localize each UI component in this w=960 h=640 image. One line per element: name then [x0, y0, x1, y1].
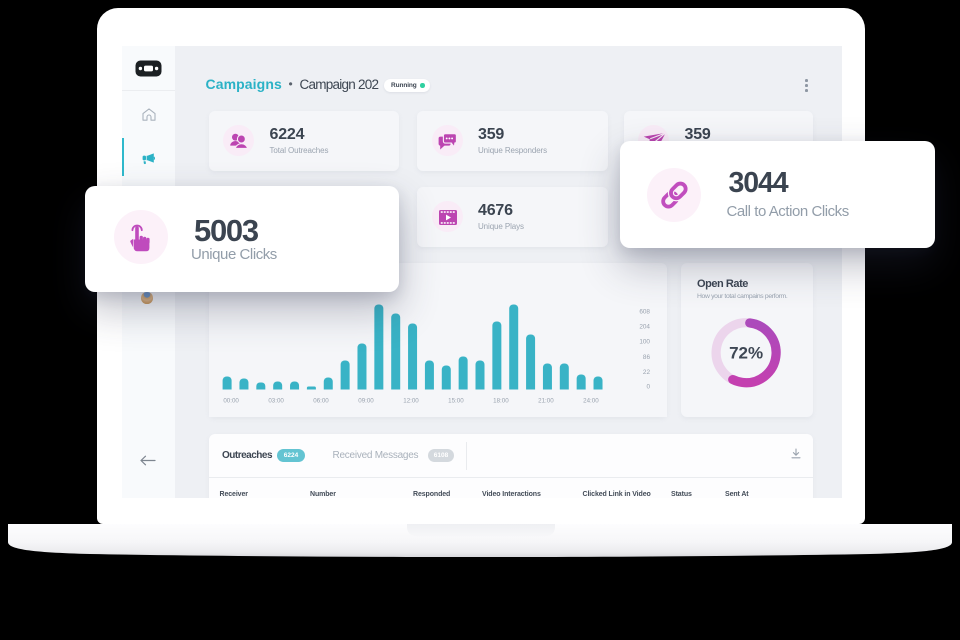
svg-text:86: 86 [643, 354, 651, 361]
svg-text:0: 0 [646, 383, 650, 390]
svg-text:21:00: 21:00 [538, 398, 554, 405]
svg-text:03:00: 03:00 [268, 398, 284, 405]
svg-text:09:00: 09:00 [358, 398, 374, 405]
svg-text:12:00: 12:00 [403, 398, 419, 405]
svg-text:15:00: 15:00 [448, 398, 464, 405]
svg-text:608: 608 [639, 309, 650, 316]
svg-text:24:00: 24:00 [583, 398, 599, 405]
svg-text:22: 22 [643, 369, 651, 376]
svg-text:00:00: 00:00 [223, 398, 239, 405]
svg-text:72%: 72% [729, 344, 763, 363]
svg-text:204: 204 [639, 324, 650, 331]
svg-text:06:00: 06:00 [313, 398, 329, 405]
svg-text:100: 100 [639, 339, 650, 346]
svg-text:18:00: 18:00 [493, 398, 509, 405]
